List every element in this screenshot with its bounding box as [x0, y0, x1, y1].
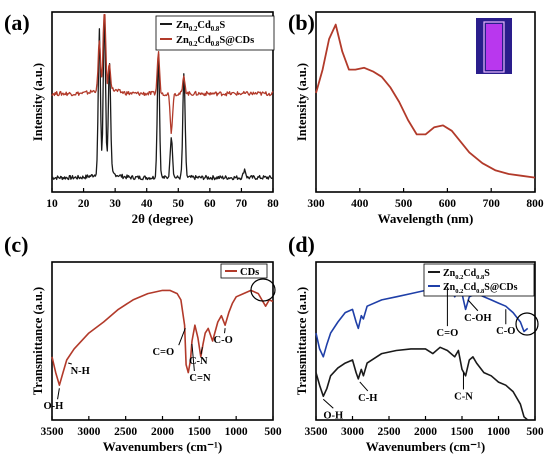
panel-d-tick-label: 500	[526, 426, 544, 438]
annotation-arrow	[178, 328, 186, 346]
annotation-label: C=N	[189, 373, 211, 384]
annotation-label: O-H	[323, 410, 343, 421]
annotation-label: C=O	[437, 328, 459, 339]
panel-a-ylabel: Intensity (a.u.)	[31, 63, 45, 141]
panel-b-tick-label: 400	[351, 198, 369, 210]
panel-c-tick-label: 2000	[151, 426, 174, 438]
annotation-label: C-O	[496, 326, 515, 337]
xrd-series-zncds-cds	[51, 13, 274, 135]
panel-d-tick-label: 3000	[341, 426, 364, 438]
annotation-arrow	[57, 388, 60, 400]
panel-b-tick-label: 800	[526, 198, 544, 210]
annotation-arrow	[322, 398, 334, 409]
annotation-arrow	[467, 299, 479, 312]
panel-a-tag: (a)	[4, 10, 30, 35]
panel-d-tick-label: 2500	[378, 426, 401, 438]
legend-d-label: Zn0.2Cd0.8S@CDs	[443, 282, 518, 295]
panel-c-tick-label: 1500	[188, 426, 211, 438]
panel-a-tick-label: 20	[78, 198, 90, 210]
legend-d-label: Zn0.2Cd0.8S	[443, 268, 490, 281]
panel-d-tick-label: 2000	[414, 426, 437, 438]
annotation-arrow	[200, 347, 203, 355]
panel-a-tick-label: 50	[173, 198, 185, 210]
panel-a-tick-label: 70	[236, 198, 248, 210]
annotation-label: C-H	[358, 393, 377, 404]
panel-a-tick-label: 10	[46, 198, 58, 210]
annotation-arrow	[359, 381, 369, 392]
xrd-series-zncds	[51, 18, 274, 181]
panel-b-tick-label: 600	[439, 198, 457, 210]
panel-c-xlabel: Wavenumbers (cm⁻¹)	[103, 439, 222, 454]
cuvette-outline	[483, 21, 505, 73]
annotation-label: C-N	[189, 356, 208, 367]
ftir-series-zncds	[315, 346, 529, 421]
panel-a-tick-label: 40	[141, 198, 153, 210]
annotation-label: O-H	[43, 401, 63, 412]
annotation-label: N-H	[71, 366, 90, 377]
highlight-circle-d	[515, 312, 539, 336]
annotation-arrow	[68, 362, 72, 365]
legend-a-label: Zn0.2Cd0.8S@CDs	[176, 35, 254, 48]
panel-c-tick-label: 3000	[77, 426, 100, 438]
panel-a-tick-label: 80	[267, 198, 279, 210]
panel-c-tick-label: 500	[264, 426, 282, 438]
legend-a-label: Zn0.2Cd0.8S	[176, 20, 225, 33]
panel-c-tag: (c)	[4, 232, 28, 257]
panel-d-ylabel: Transmittance (a.u.)	[295, 287, 309, 395]
annotation-label: C-OH	[464, 313, 491, 324]
highlight-circle-c	[250, 278, 276, 302]
annotation-label: C-N	[454, 391, 473, 402]
panel-d-tag: (d)	[288, 232, 315, 257]
panel-c-tick-label: 2500	[114, 426, 137, 438]
panel-b-tick-label: 300	[307, 198, 325, 210]
panel-a-xlabel: 2θ (degree)	[132, 211, 194, 226]
panel-a-tick-label: 60	[204, 198, 216, 210]
annotation-arrow	[191, 343, 195, 372]
annotation-arrow	[224, 328, 226, 334]
panel-a-tick-label: 30	[109, 198, 121, 210]
panel-b-tag: (b)	[288, 10, 315, 35]
panel-c-frame	[51, 261, 274, 421]
panel-b-ylabel: Intensity (a.u.)	[295, 63, 309, 141]
panel-c-ylabel: Transmittance (a.u.)	[31, 287, 45, 395]
annotation-label: C-O	[213, 335, 232, 346]
legend-c-box	[220, 263, 268, 279]
panel-c-tick-label: 3500	[41, 426, 64, 438]
panel-c-tick-label: 1000	[225, 426, 248, 438]
panel-d-tick-label: 3500	[305, 426, 328, 438]
panel-d-tick-label: 1500	[451, 426, 474, 438]
panel-b-frame	[315, 11, 536, 193]
legend-c-label: CDs	[240, 267, 259, 278]
panel-a-frame	[51, 11, 274, 193]
panel-d-xlabel: Wavenumbers (cm⁻¹)	[366, 439, 485, 454]
panel-b-tick-label: 500	[395, 198, 413, 210]
cuvette-glow	[486, 24, 502, 70]
pl-series	[315, 23, 536, 179]
legend-d-box	[423, 263, 535, 297]
panel-b-xlabel: Wavelength (nm)	[378, 211, 474, 226]
legend-a-box	[155, 15, 275, 51]
ftir-cds-series	[51, 289, 274, 387]
annotation-label: C=O	[152, 347, 174, 358]
panel-d-tick-label: 1000	[487, 426, 510, 438]
panel-b-tick-label: 700	[483, 198, 501, 210]
